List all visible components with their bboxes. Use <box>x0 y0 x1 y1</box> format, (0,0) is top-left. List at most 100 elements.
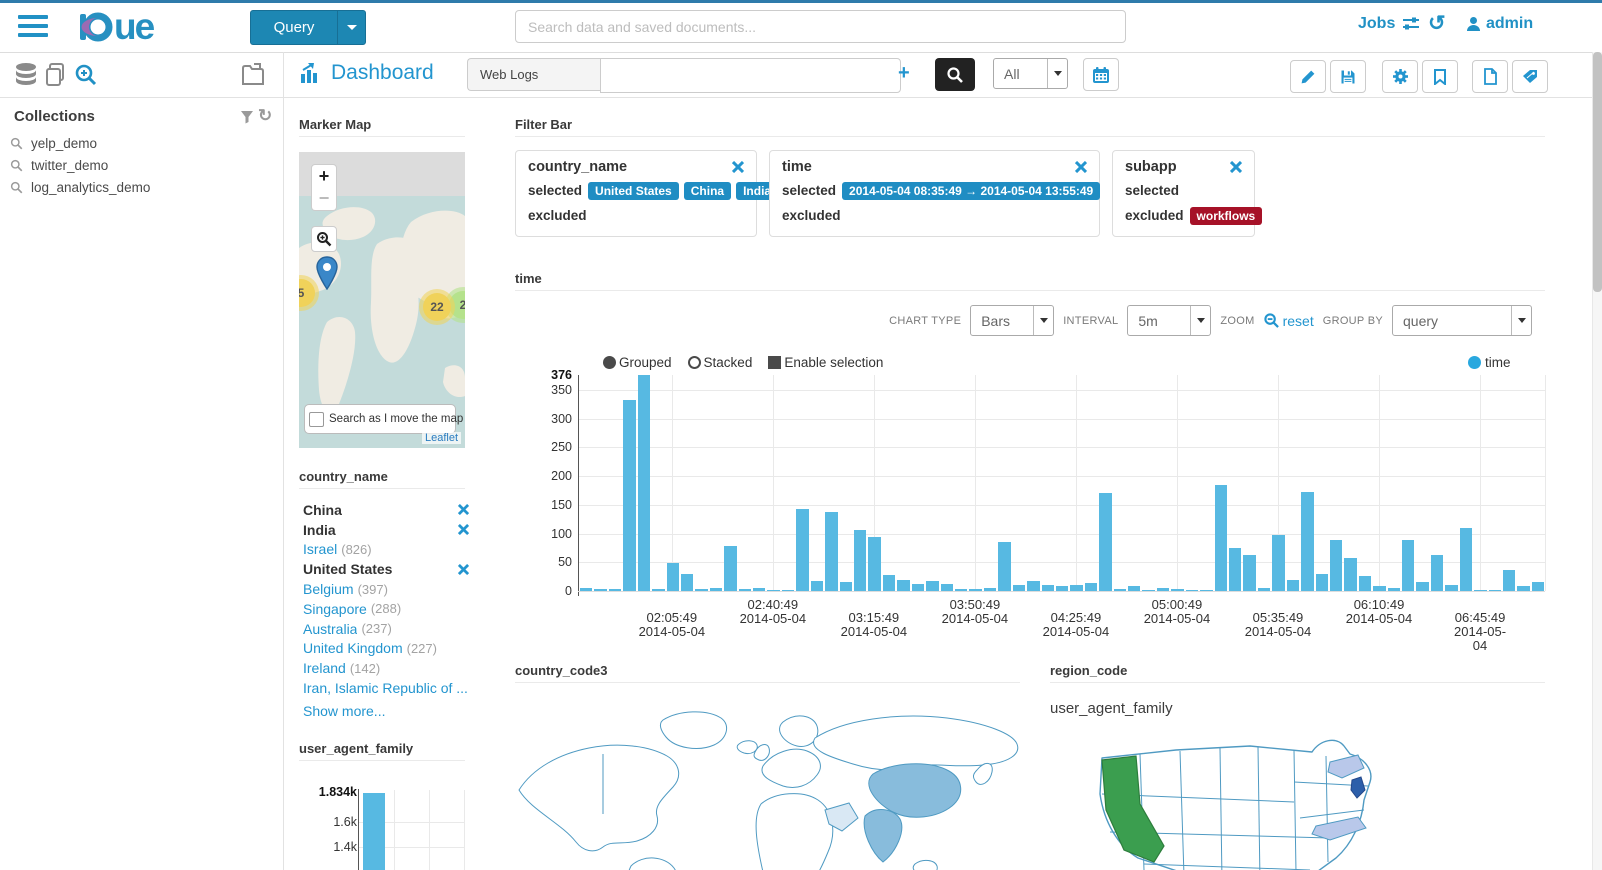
facet-selected-label: United States <box>303 561 393 578</box>
bar <box>608 589 622 591</box>
facet-item[interactable]: China <box>303 500 469 520</box>
user-menu[interactable]: admin <box>1466 15 1533 33</box>
bar <box>709 588 723 591</box>
facet-item[interactable]: Iran, Islamic Republic of ... <box>303 678 469 698</box>
global-search-input[interactable] <box>515 10 1126 43</box>
group-by-select[interactable]: query <box>1392 305 1532 336</box>
interval-select[interactable]: 5m <box>1127 305 1212 336</box>
map-cluster[interactable]: 22 <box>419 289 455 325</box>
close-icon[interactable] <box>732 161 744 173</box>
remove-filter-icon[interactable] <box>458 563 469 575</box>
bar <box>940 584 953 591</box>
facet-item[interactable]: Ireland (142) <box>303 658 469 678</box>
facet-link[interactable]: Israel <box>303 541 338 558</box>
scrollbar-track[interactable] <box>1592 52 1602 870</box>
map-marker-pin[interactable] <box>315 256 339 290</box>
zoom-reset-link[interactable]: reset <box>1263 313 1314 329</box>
facet-item[interactable]: India <box>303 520 469 540</box>
settings-button[interactable] <box>1382 60 1418 93</box>
facet-item[interactable]: United States <box>303 559 469 579</box>
marker-map-widget[interactable]: + − 5 2 22 Search as I move the map <box>299 152 465 448</box>
bar <box>363 793 385 870</box>
grouped-option[interactable]: Grouped <box>603 355 672 370</box>
facet-link[interactable]: Belgium <box>303 581 354 598</box>
enable-selection-option[interactable]: Enable selection <box>768 355 883 370</box>
add-widget-button[interactable]: + <box>898 62 910 84</box>
documents-copy-icon[interactable] <box>44 62 70 88</box>
marker-map-title: Marker Map <box>299 117 372 132</box>
scope-select-value: All <box>1004 65 1020 82</box>
bookmark-button[interactable] <box>1422 60 1458 93</box>
facet-selected-label: China <box>303 501 342 518</box>
filter-value-pill[interactable]: India <box>736 181 779 200</box>
facet-item[interactable]: United Kingdom (227) <box>303 639 469 659</box>
scope-select[interactable]: All <box>993 58 1068 89</box>
collection-item[interactable]: log_analytics_demo <box>8 176 268 198</box>
zoom-in-icon[interactable] <box>74 62 100 88</box>
map-search-checkbox[interactable] <box>309 411 324 427</box>
save-button[interactable] <box>1330 60 1366 93</box>
tags-button[interactable] <box>1512 60 1548 93</box>
hue-logo-mark <box>80 12 113 42</box>
show-more-link[interactable]: Show more... <box>303 703 386 719</box>
remove-filter-icon[interactable] <box>458 504 469 516</box>
calendar-button[interactable] <box>1083 58 1119 91</box>
hamburger-menu-icon[interactable] <box>18 15 48 37</box>
facet-item[interactable]: Israel (826) <box>303 540 469 560</box>
facet-link[interactable]: Singapore <box>303 600 367 617</box>
query-button[interactable]: Query <box>250 10 366 45</box>
jobs-link[interactable]: Jobs <box>1358 15 1420 33</box>
section-underline <box>299 488 465 489</box>
leaflet-attribution-link[interactable]: Leaflet <box>421 432 461 444</box>
close-icon[interactable] <box>1230 161 1242 173</box>
collection-item[interactable]: twitter_demo <box>8 154 268 176</box>
map-zoom-out-button[interactable]: − <box>311 187 337 211</box>
close-icon[interactable] <box>1075 161 1087 173</box>
selected-pills: United States China India <box>588 181 779 200</box>
bar <box>680 574 694 591</box>
dashboard-query-input[interactable] <box>600 58 901 93</box>
x-tick-label: 06:10:49 2014-05-04 <box>1345 597 1413 626</box>
user-icon <box>1467 17 1480 31</box>
facet-item[interactable]: Belgium (397) <box>303 579 469 599</box>
country-name-facet-title: country_name <box>299 469 388 484</box>
bar <box>969 589 982 591</box>
facet-link[interactable]: United Kingdom <box>303 640 403 657</box>
filter-card-country-name: country_name selected United States China… <box>515 150 779 237</box>
jobs-label: Jobs <box>1358 15 1396 32</box>
edit-button[interactable] <box>1290 60 1326 93</box>
bar <box>1315 573 1328 591</box>
stacked-option[interactable]: Stacked <box>687 355 752 370</box>
map-search-toggle[interactable]: Search as I move the map <box>304 404 463 434</box>
map-magnify-button[interactable] <box>311 226 337 252</box>
query-dropdown-caret[interactable] <box>337 11 365 44</box>
filter-card-time: time selected 2014-05-04 08:35:49 → 2014… <box>769 150 1101 237</box>
query-button-label[interactable]: Query <box>273 19 315 36</box>
facet-item[interactable]: Australia (237) <box>303 619 469 639</box>
facet-link[interactable]: Australia <box>303 620 358 637</box>
bar <box>767 589 780 591</box>
filter-value-pill[interactable]: workflows <box>1189 206 1263 225</box>
remove-filter-icon[interactable] <box>458 524 469 536</box>
facet-link[interactable]: Ireland <box>303 660 346 677</box>
facet-item[interactable]: Singapore (288) <box>303 599 469 619</box>
pencil-icon <box>1301 70 1315 83</box>
map-cluster[interactable]: 5 <box>299 275 319 311</box>
filter-value-pill[interactable]: 2014-05-04 08:35:49 → 2014-05-04 13:55:4… <box>842 181 1101 200</box>
filter-value-pill[interactable]: United States <box>588 181 679 200</box>
filter-funnel-icon[interactable] <box>240 110 254 124</box>
hue-logo[interactable]: ue <box>78 8 155 45</box>
open-folder-icon[interactable] <box>240 62 266 88</box>
filter-value-pill[interactable]: China <box>683 181 732 200</box>
radio-unselected-icon <box>687 356 701 369</box>
history-icon[interactable]: ↺ <box>1428 12 1446 35</box>
document-button[interactable] <box>1472 60 1508 93</box>
facet-link[interactable]: Iran, Islamic Republic of ... <box>303 680 468 697</box>
chart-type-select[interactable]: Bars <box>970 305 1055 336</box>
map-zoom-in-button[interactable]: + <box>311 164 337 188</box>
database-icon[interactable] <box>14 62 40 88</box>
scrollbar-thumb[interactable] <box>1593 52 1602 292</box>
search-button[interactable] <box>935 58 975 91</box>
collection-item[interactable]: yelp_demo <box>8 132 268 154</box>
refresh-icon[interactable]: ↻ <box>258 106 273 125</box>
